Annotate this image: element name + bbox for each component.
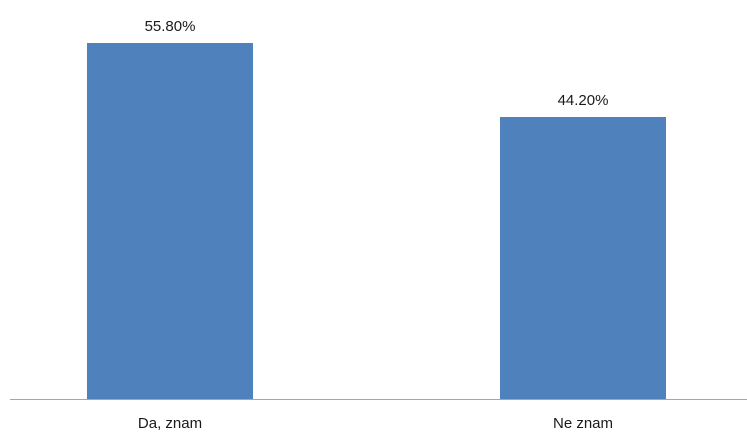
bar-0 bbox=[87, 43, 253, 399]
bar-1 bbox=[500, 117, 666, 399]
category-label-1: Ne znam bbox=[553, 415, 613, 432]
data-label-1: 44.20% bbox=[558, 92, 609, 109]
labels-layer: 55.80% Da, znam 44.20% Ne znam bbox=[138, 18, 613, 432]
category-label-0: Da, znam bbox=[138, 415, 202, 432]
data-label-0: 55.80% bbox=[145, 18, 196, 35]
bars-layer bbox=[87, 43, 666, 399]
